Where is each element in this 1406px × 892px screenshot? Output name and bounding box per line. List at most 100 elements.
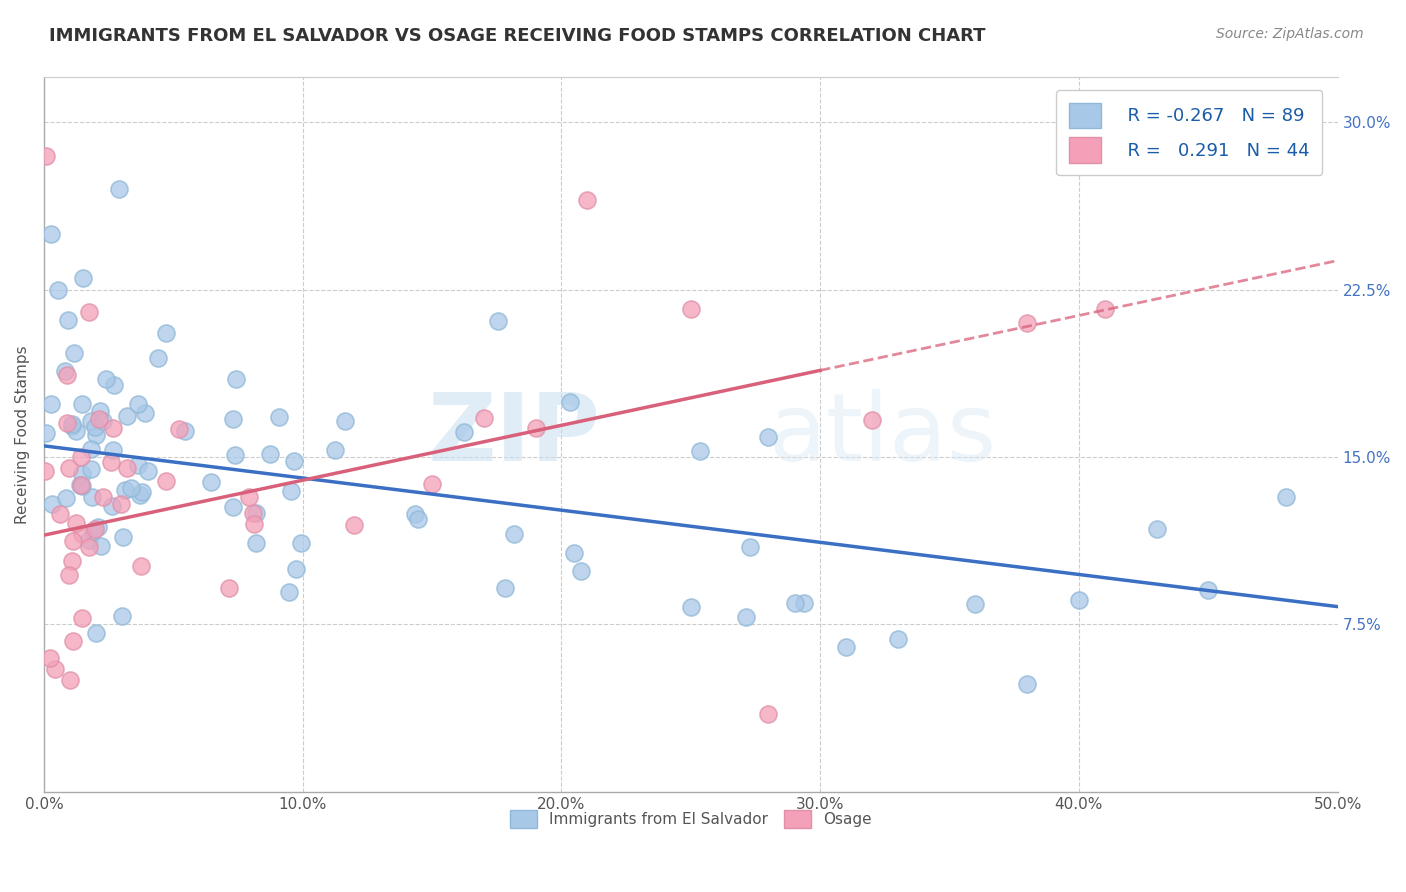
Point <box>82 524 104 538</box>
Point <box>129 487 152 501</box>
Point <box>112 530 135 544</box>
Point <box>245 536 267 550</box>
Point <box>200 475 222 490</box>
Point <box>72 527 94 541</box>
Point <box>39 397 62 411</box>
Point <box>110 497 132 511</box>
Point <box>1275 490 1298 504</box>
Point <box>87 520 110 534</box>
Point <box>524 421 547 435</box>
Point <box>84 428 107 442</box>
Point <box>79 414 101 428</box>
Legend: Immigrants from El Salvador, Osage: Immigrants from El Salvador, Osage <box>503 804 879 834</box>
Point <box>100 455 122 469</box>
Point <box>404 507 426 521</box>
Point <box>136 464 159 478</box>
Point <box>56 416 79 430</box>
Point <box>62 633 84 648</box>
Point <box>120 481 142 495</box>
Point <box>558 395 581 409</box>
Point <box>689 444 711 458</box>
Point <box>1146 522 1168 536</box>
Point <box>80 442 103 457</box>
Point <box>155 326 177 341</box>
Point <box>35 148 58 162</box>
Point <box>243 516 266 531</box>
Point <box>503 526 526 541</box>
Point <box>101 443 124 458</box>
Point <box>91 490 114 504</box>
Point <box>127 458 149 473</box>
Point <box>101 420 124 434</box>
Point <box>472 411 495 425</box>
Point <box>60 554 83 568</box>
Point <box>114 483 136 498</box>
Point <box>167 422 190 436</box>
Point <box>62 417 84 431</box>
Point <box>735 610 758 624</box>
Point <box>58 567 80 582</box>
Point <box>148 351 170 365</box>
Point <box>218 581 240 595</box>
Point <box>290 536 312 550</box>
Point <box>259 447 281 461</box>
Point <box>70 450 93 464</box>
Point <box>44 662 66 676</box>
Point <box>224 448 246 462</box>
Point <box>87 411 110 425</box>
Point <box>131 485 153 500</box>
Point <box>72 271 94 285</box>
Point <box>41 497 63 511</box>
Point <box>679 301 702 316</box>
Point <box>77 305 100 319</box>
Point <box>59 673 82 688</box>
Text: ZIP: ZIP <box>427 389 600 481</box>
Point <box>333 414 356 428</box>
Point <box>225 372 247 386</box>
Point <box>79 540 101 554</box>
Point <box>83 522 105 536</box>
Point <box>323 442 346 457</box>
Point <box>738 540 761 554</box>
Point <box>134 406 156 420</box>
Point <box>343 518 366 533</box>
Point <box>222 411 245 425</box>
Point <box>569 564 592 578</box>
Point <box>70 611 93 625</box>
Point <box>793 596 815 610</box>
Point <box>453 425 475 439</box>
Point <box>77 533 100 547</box>
Point <box>84 625 107 640</box>
Point <box>55 491 77 505</box>
Point <box>242 506 264 520</box>
Point <box>41 227 63 241</box>
Point <box>1017 316 1039 330</box>
Point <box>1094 301 1116 316</box>
Point <box>679 600 702 615</box>
Point <box>245 506 267 520</box>
Point <box>107 182 129 196</box>
Text: Source: ZipAtlas.com: Source: ZipAtlas.com <box>1216 27 1364 41</box>
Point <box>238 490 260 504</box>
Point <box>65 516 87 530</box>
Point <box>56 313 79 327</box>
Point <box>222 500 245 515</box>
Point <box>62 533 84 548</box>
Point <box>173 424 195 438</box>
Point <box>38 651 60 665</box>
Point <box>495 581 517 595</box>
Point <box>283 454 305 468</box>
Point <box>285 562 308 576</box>
Text: IMMIGRANTS FROM EL SALVADOR VS OSAGE RECEIVING FOOD STAMPS CORRELATION CHART: IMMIGRANTS FROM EL SALVADOR VS OSAGE REC… <box>49 27 986 45</box>
Point <box>1017 676 1039 690</box>
Text: atlas: atlas <box>769 389 997 481</box>
Point <box>277 585 299 599</box>
Point <box>56 368 79 383</box>
Point <box>783 596 806 610</box>
Point <box>103 377 125 392</box>
Point <box>35 425 58 440</box>
Point <box>94 372 117 386</box>
Point <box>46 283 69 297</box>
Point <box>860 412 883 426</box>
Point <box>83 419 105 434</box>
